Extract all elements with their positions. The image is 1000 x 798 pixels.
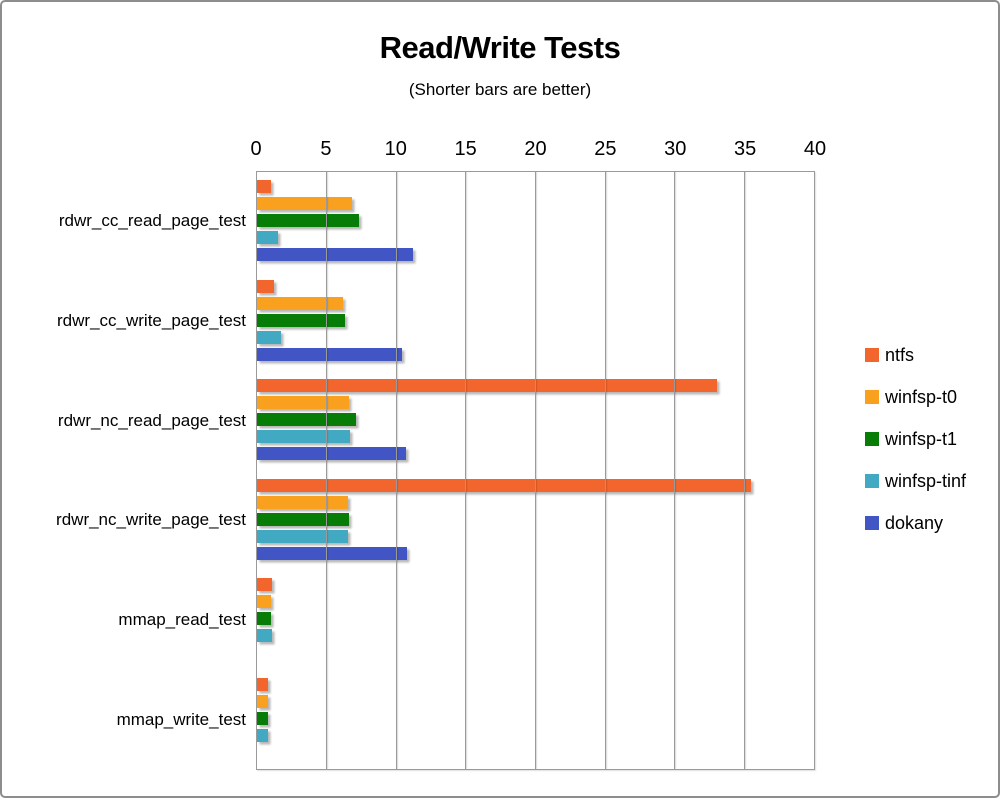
category-label: rdwr_cc_write_page_test [57, 310, 246, 330]
gridline [674, 172, 676, 769]
legend-label: dokany [885, 512, 944, 533]
axis-tick-label: 15 [454, 138, 477, 160]
plot-area [256, 171, 815, 770]
axis-tick-label: 20 [524, 138, 547, 160]
chart-subtitle: (Shorter bars are better) [408, 80, 592, 99]
gridline [535, 172, 536, 769]
bar-ntfs [257, 180, 271, 193]
gridline [395, 172, 397, 769]
chart-title: Read/Write Tests [379, 30, 621, 65]
legend-swatch-icon [865, 348, 879, 362]
bar-group-mmap_write_test [257, 670, 814, 770]
bar-winfsp-t0 [257, 694, 269, 708]
bar-winfsp-t1 [257, 214, 359, 227]
legend-label: winfsp-t1 [885, 428, 958, 449]
legend-swatch-icon [865, 432, 879, 446]
bar-winfsp-t0 [257, 296, 344, 310]
axis-tick-label: 5 [320, 138, 332, 160]
bar-winfsp-t1 [257, 313, 345, 327]
category-label: rdwr_nc_write_page_test [56, 510, 246, 530]
bar-winfsp-t0 [257, 197, 352, 210]
bar-winfsp-tinf [257, 231, 278, 244]
bar-winfsp-tinf [257, 430, 351, 443]
axis-tick-label: 40 [803, 138, 827, 160]
bar-dokany [257, 347, 402, 361]
axis-tick-label: 10 [384, 138, 407, 160]
category-label: mmap_read_test [118, 610, 246, 630]
legend: ntfs winfsp-t0 winfsp-t1 winfsp-tinf dokany [865, 334, 966, 544]
bar-winfsp-t1 [257, 711, 269, 725]
bar-dokany [257, 447, 406, 460]
bar-ntfs [257, 478, 752, 492]
bar-group-mmap_read_test [257, 570, 814, 670]
axis-tick-label: 30 [664, 138, 687, 160]
bar-ntfs [257, 578, 273, 591]
legend-swatch-icon [865, 516, 879, 530]
axis-tick-label: 0 [250, 138, 262, 160]
category-label: rdwr_nc_read_page_test [57, 410, 246, 430]
bar-winfsp-tinf [257, 629, 273, 642]
bar-dokany [257, 546, 408, 560]
legend-item-ntfs: ntfs [865, 334, 966, 376]
axis-tick-label: 25 [594, 138, 617, 160]
bar-winfsp-tinf [257, 728, 269, 742]
bar-ntfs [257, 379, 717, 392]
bar-winfsp-t0 [257, 396, 349, 409]
bar-winfsp-t1 [257, 512, 349, 526]
bar-group-rdwr_nc_write_page_test [257, 471, 814, 571]
legend-swatch-icon [865, 390, 879, 404]
legend-label: winfsp-tinf [885, 470, 967, 491]
bar-winfsp-t0 [257, 495, 348, 509]
bar-winfsp-tinf [257, 330, 281, 344]
category-label: mmap_write_test [116, 710, 246, 730]
legend-item-winfsp-tinf: winfsp-tinf [865, 460, 966, 502]
x-axis-tick-row: 0 5 10 15 20 25 30 35 40 [250, 138, 826, 164]
bar-ntfs [257, 677, 269, 691]
legend-item-winfsp-t1: winfsp-t1 [865, 418, 966, 460]
y-axis-category-column: rdwr_cc_read_page_test rdwr_cc_write_page… [2, 171, 246, 770]
gridline [604, 172, 606, 769]
bar-winfsp-t0 [257, 595, 271, 608]
legend-swatch-icon [865, 474, 879, 488]
gridline [743, 172, 745, 769]
bar-winfsp-tinf [257, 529, 348, 543]
legend-item-dokany: dokany [865, 502, 966, 544]
bar-winfsp-t1 [257, 413, 356, 426]
bar-winfsp-t1 [257, 612, 271, 625]
category-label: rdwr_cc_read_page_test [58, 210, 246, 230]
bar-group-rdwr_cc_read_page_test [257, 172, 814, 272]
bar-ntfs [257, 279, 274, 293]
bar-group-rdwr_cc_write_page_test [257, 272, 814, 372]
bar-dokany [257, 248, 413, 261]
gridline [326, 172, 328, 769]
axis-tick-label: 35 [734, 138, 757, 160]
gridline [465, 172, 467, 769]
legend-label: winfsp-t0 [885, 386, 958, 407]
bar-groups [257, 172, 814, 769]
legend-item-winfsp-t0: winfsp-t0 [865, 376, 966, 418]
legend-label: ntfs [885, 344, 915, 365]
